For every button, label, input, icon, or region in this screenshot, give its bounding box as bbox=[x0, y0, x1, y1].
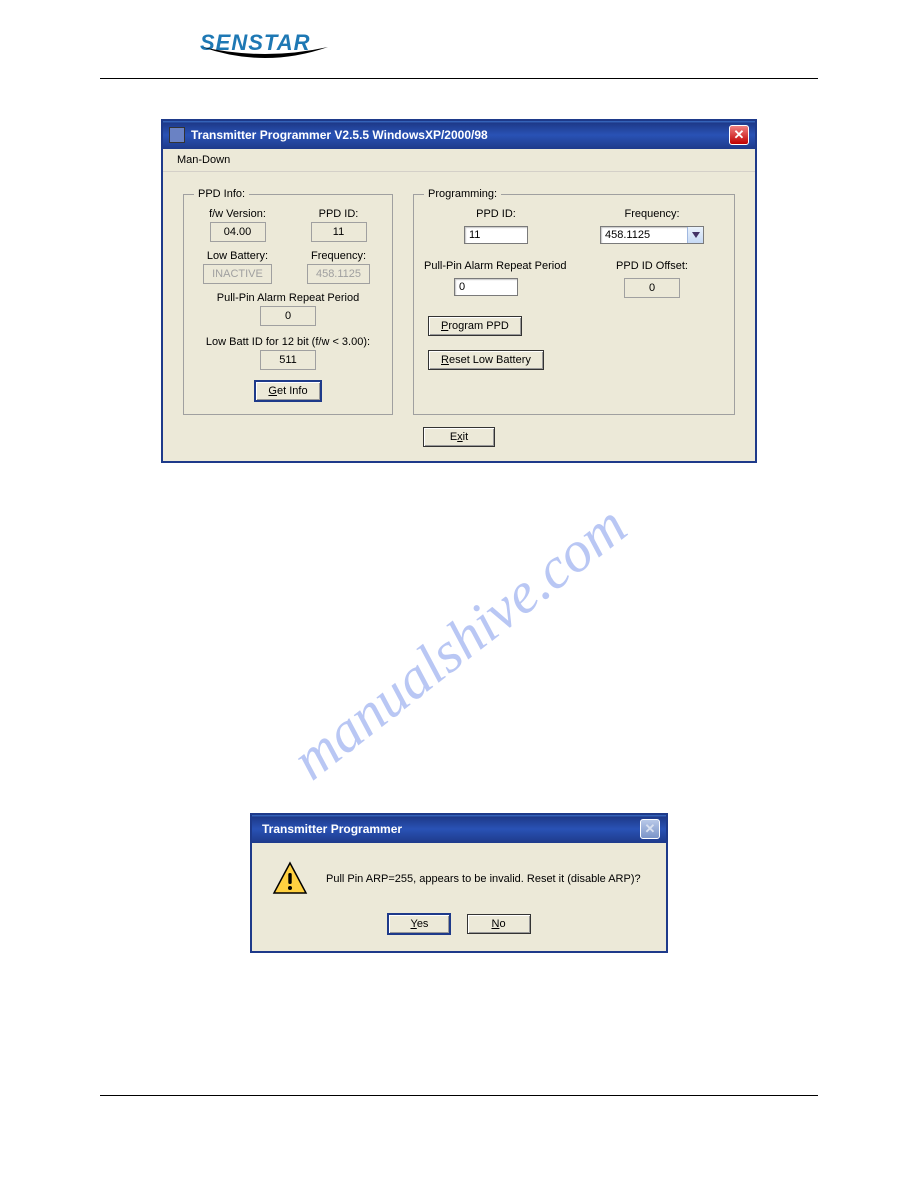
chevron-down-icon bbox=[687, 227, 703, 243]
pullpin-info-value: 0 bbox=[260, 306, 316, 326]
warning-icon bbox=[272, 861, 308, 897]
dialog-close-icon[interactable]: ✕ bbox=[640, 819, 660, 839]
fw-version-label: f/w Version: bbox=[209, 208, 266, 220]
low-battery-value: INACTIVE bbox=[203, 264, 272, 284]
logo: SENSTAR bbox=[200, 30, 718, 68]
dialog-title: Transmitter Programmer bbox=[258, 822, 640, 836]
prog-offset-value: 0 bbox=[624, 278, 680, 298]
no-button[interactable]: No bbox=[467, 914, 531, 934]
pullpin-info-label: Pull-Pin Alarm Repeat Period bbox=[194, 292, 382, 304]
prog-pullpin-input[interactable] bbox=[454, 278, 518, 296]
window-title: Transmitter Programmer V2.5.5 WindowsXP/… bbox=[191, 128, 729, 142]
menubar: Man-Down bbox=[163, 149, 755, 172]
get-info-button[interactable]: Get Info bbox=[254, 380, 321, 402]
dialog-message: Pull Pin ARP=255, appears to be invalid.… bbox=[326, 873, 641, 885]
close-icon[interactable]: ✕ bbox=[729, 125, 749, 145]
exit-button[interactable]: Exit bbox=[423, 427, 495, 447]
program-ppd-button[interactable]: Program PPD bbox=[428, 316, 522, 336]
prog-frequency-label: Frequency: bbox=[624, 208, 679, 220]
programming-group: Programming: PPD ID: Frequency: 458.1125 bbox=[413, 188, 735, 415]
ppd-info-group: PPD Info: f/w Version: 04.00 PPD ID: 11 … bbox=[183, 188, 393, 415]
menu-man-down[interactable]: Man-Down bbox=[171, 152, 236, 168]
titlebar: Transmitter Programmer V2.5.5 WindowsXP/… bbox=[163, 121, 755, 149]
page-header: SENSTAR bbox=[100, 0, 818, 79]
ppd-info-legend: PPD Info: bbox=[194, 188, 249, 200]
dialog-body: Pull Pin ARP=255, appears to be invalid.… bbox=[252, 843, 666, 951]
lowbattid-value: 511 bbox=[260, 350, 316, 370]
page-footer bbox=[100, 1095, 818, 1096]
app-icon bbox=[169, 127, 185, 143]
ppd-id-value: 11 bbox=[311, 222, 367, 242]
reset-low-battery-button[interactable]: Reset Low Battery bbox=[428, 350, 544, 370]
dialog-window: Transmitter Programmer ✕ Pull Pin ARP=25… bbox=[250, 813, 668, 953]
yes-button[interactable]: Yes bbox=[387, 913, 451, 935]
logo-swoosh-icon bbox=[200, 45, 330, 65]
low-battery-label: Low Battery: bbox=[207, 250, 268, 262]
fw-version-value: 04.00 bbox=[210, 222, 266, 242]
programming-legend: Programming: bbox=[424, 188, 501, 200]
prog-ppdid-input[interactable] bbox=[464, 226, 528, 244]
ppd-id-label: PPD ID: bbox=[319, 208, 359, 220]
dialog-titlebar: Transmitter Programmer ✕ bbox=[252, 815, 666, 843]
main-window: Transmitter Programmer V2.5.5 WindowsXP/… bbox=[161, 119, 757, 463]
prog-frequency-value: 458.1125 bbox=[601, 227, 687, 243]
window-body: PPD Info: f/w Version: 04.00 PPD ID: 11 … bbox=[163, 172, 755, 461]
frequency-info-label: Frequency: bbox=[311, 250, 366, 262]
prog-frequency-select[interactable]: 458.1125 bbox=[600, 226, 704, 244]
watermark: manualshive.com bbox=[279, 491, 639, 793]
lowbattid-label: Low Batt ID for 12 bit (f/w < 3.00): bbox=[194, 336, 382, 348]
prog-offset-label: PPD ID Offset: bbox=[616, 260, 688, 272]
prog-ppdid-label: PPD ID: bbox=[476, 208, 516, 220]
frequency-info-value: 458.1125 bbox=[307, 264, 370, 284]
prog-pullpin-label: Pull-Pin Alarm Repeat Period bbox=[424, 260, 566, 272]
